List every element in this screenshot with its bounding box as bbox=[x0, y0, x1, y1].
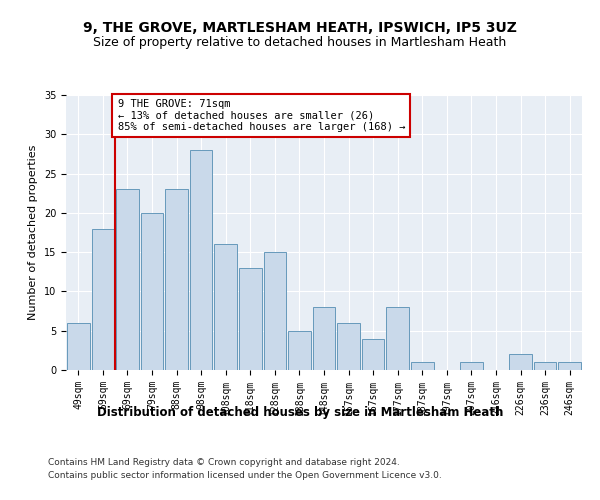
Bar bbox=[214, 244, 237, 370]
Bar bbox=[411, 362, 434, 370]
Bar bbox=[67, 323, 89, 370]
Bar bbox=[386, 307, 409, 370]
Bar bbox=[509, 354, 532, 370]
Bar bbox=[92, 228, 114, 370]
Bar bbox=[239, 268, 262, 370]
Bar bbox=[263, 252, 286, 370]
Bar bbox=[534, 362, 556, 370]
Bar bbox=[116, 190, 139, 370]
Bar bbox=[337, 323, 360, 370]
Bar bbox=[165, 190, 188, 370]
Bar bbox=[288, 330, 311, 370]
Text: 9, THE GROVE, MARTLESHAM HEATH, IPSWICH, IP5 3UZ: 9, THE GROVE, MARTLESHAM HEATH, IPSWICH,… bbox=[83, 20, 517, 34]
Y-axis label: Number of detached properties: Number of detached properties bbox=[28, 145, 38, 320]
Bar bbox=[313, 307, 335, 370]
Bar bbox=[559, 362, 581, 370]
Bar bbox=[460, 362, 483, 370]
Bar bbox=[190, 150, 212, 370]
Text: Distribution of detached houses by size in Martlesham Heath: Distribution of detached houses by size … bbox=[97, 406, 503, 419]
Text: Contains public sector information licensed under the Open Government Licence v3: Contains public sector information licen… bbox=[48, 472, 442, 480]
Text: Contains HM Land Registry data © Crown copyright and database right 2024.: Contains HM Land Registry data © Crown c… bbox=[48, 458, 400, 467]
Bar bbox=[140, 213, 163, 370]
Text: Size of property relative to detached houses in Martlesham Heath: Size of property relative to detached ho… bbox=[94, 36, 506, 49]
Bar bbox=[362, 338, 385, 370]
Text: 9 THE GROVE: 71sqm
← 13% of detached houses are smaller (26)
85% of semi-detache: 9 THE GROVE: 71sqm ← 13% of detached hou… bbox=[118, 99, 405, 132]
